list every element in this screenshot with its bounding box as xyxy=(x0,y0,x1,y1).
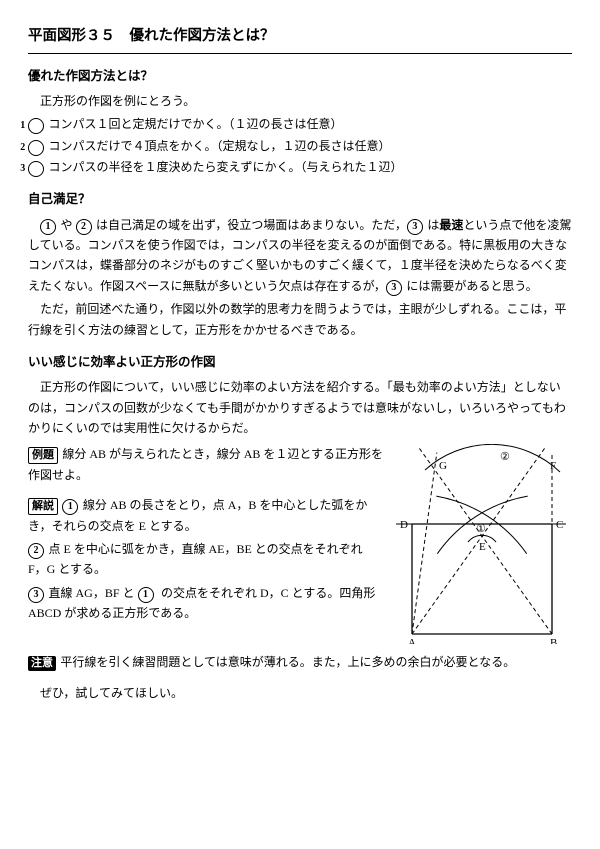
sol-2-text: 点 E を中心に弧をかき，直線 AE，BE との交点をそれぞれ F，G とする。 xyxy=(28,542,363,576)
example-text: 線分 AB が与えられたとき，線分 AB を１辺とする正方形を作図せよ。 xyxy=(28,447,383,481)
svg-text:F: F xyxy=(550,460,556,472)
s1-item-2: 2 コンパスだけで４頂点をかく。（定規なし，１辺の長さは任意） xyxy=(28,136,572,156)
solution-label: 解説 xyxy=(28,498,58,515)
s2-t: は自己満足の域を出ず，役立つ場面はあまりない。ただ， xyxy=(96,218,407,232)
page-title: 平面図形３５ 優れた作図方法とは？ xyxy=(28,24,572,49)
solution-1: 解説1線分 AB の長さをとり，点 A，B を中心とした弧をかき，それらの交点を… xyxy=(28,495,384,536)
section-1-heading: 優れた作図方法とは？ xyxy=(28,66,572,87)
construction-figure: A B D C E G F ① ② xyxy=(392,444,572,644)
s2-t: には需要があると思う。 xyxy=(406,279,537,293)
inline-2-icon: 2 xyxy=(76,219,92,235)
s2-para-1: 1や 2は自己満足の域を出ず，役立つ場面はあまりない。ただ，3は最速という点で他… xyxy=(28,215,572,297)
s1-item-3-text: コンパスの半径を１度決めたら変えずにかく。（与えられた１辺） xyxy=(49,160,403,174)
svg-text:D: D xyxy=(400,519,408,531)
note-label: 注意 xyxy=(28,656,56,671)
svg-text:G: G xyxy=(439,460,447,472)
sol-1-icon: 1 xyxy=(62,499,78,515)
inline-3-icon: 3 xyxy=(407,219,423,235)
section-2-heading: 自己満足？ xyxy=(28,189,572,210)
s1-item-3: 3 コンパスの半径を１度決めたら変えずにかく。（与えられた１辺） xyxy=(28,157,572,177)
solution-3: 3直線 AG，BF と 1 の交点をそれぞれ D，C とする。四角形 ABCD … xyxy=(28,583,384,624)
svg-text:①: ① xyxy=(476,523,486,535)
s1-item-2-text: コンパスだけで４頂点をかく。（定規なし，１辺の長さは任意） xyxy=(49,139,391,153)
svg-text:A: A xyxy=(408,637,416,644)
s2-t: や xyxy=(61,218,73,232)
svg-text:②: ② xyxy=(500,451,510,463)
s2-bold: 最速 xyxy=(439,218,463,232)
note-text: 平行線を引く練習問題としては意味が薄れる。また，上に多めの余白が必要となる。 xyxy=(60,655,515,669)
num-3-icon: 3 xyxy=(28,161,44,177)
svg-text:C: C xyxy=(556,519,563,531)
sol-1-text: 線分 AB の長さをとり，点 A，B を中心とした弧をかき，それらの交点を E … xyxy=(28,498,367,532)
title-rule xyxy=(28,53,572,54)
s1-intro: 正方形の作図を例にとろう。 xyxy=(28,91,572,111)
s2-para-2: ただ，前回述べた通り，作図以外の数学的思考力を問うようでは，主眼が少しずれる。こ… xyxy=(28,299,572,340)
section-3-heading: いい感じに効率よい正方形の作図 xyxy=(28,352,572,373)
closing: ぜひ，試してみてほしい。 xyxy=(28,683,572,703)
inline-1-icon: 1 xyxy=(40,219,56,235)
solution-2: 2点 E を中心に弧をかき，直線 AE，BE との交点をそれぞれ F，G とする… xyxy=(28,539,384,580)
sol-3-ref-icon: 1 xyxy=(138,587,154,603)
sol-2-icon: 2 xyxy=(28,543,44,559)
s2-t: は xyxy=(427,218,439,232)
inline-3b-icon: 3 xyxy=(386,280,402,296)
svg-text:B: B xyxy=(550,637,557,644)
s3-intro: 正方形の作図について，いい感じに効率のよい方法を紹介する。「最も効率のよい方法」… xyxy=(28,377,572,438)
note-block: 注意平行線を引く練習問題としては意味が薄れる。また，上に多めの余白が必要となる。 xyxy=(28,652,572,672)
s1-item-1: 1 コンパス１回と定規だけでかく。（１辺の長さは任意） xyxy=(28,114,572,134)
num-1-icon: 1 xyxy=(28,118,44,134)
example-block: 例題線分 AB が与えられたとき，線分 AB を１辺とする正方形を作図せよ。 xyxy=(28,444,384,485)
svg-text:E: E xyxy=(479,541,486,553)
s1-item-1-text: コンパス１回と定規だけでかく。（１辺の長さは任意） xyxy=(49,117,343,131)
example-label: 例題 xyxy=(28,447,58,464)
sol-3-icon: 3 xyxy=(28,587,44,603)
sol-3-text-a: 直線 AG，BF と xyxy=(49,586,138,600)
num-2-icon: 2 xyxy=(28,140,44,156)
